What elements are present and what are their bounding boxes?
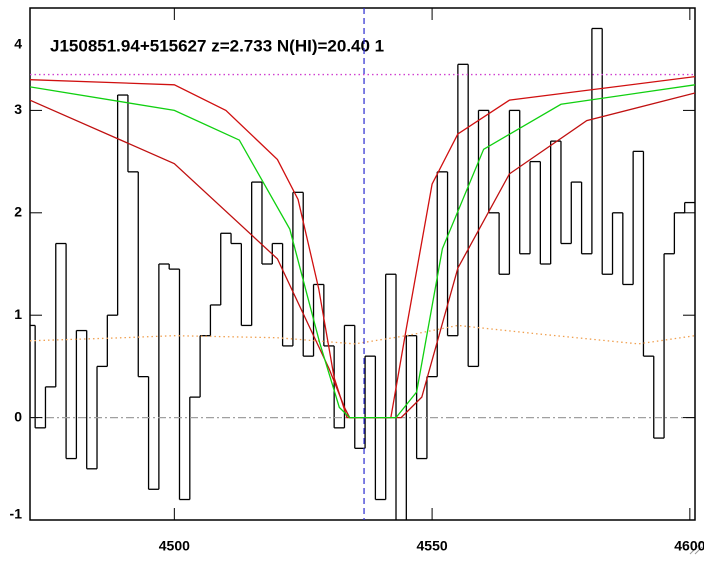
model-line [30,75,695,419]
y-tick-label: 0 [14,408,22,424]
model-line [30,84,695,419]
y-tick-label: 2 [14,204,22,220]
chart-title: J150851.94+515627 z=2.733 N(HI)=20.40 1 [50,36,384,55]
model-line [30,324,695,345]
plot-frame [29,7,696,521]
model-line [30,92,695,419]
x-tick-label: 4600 [674,538,704,554]
y-tick-label: 3 [14,101,22,117]
y-tick-label: 1 [14,306,22,322]
x-tick-label: 4550 [417,538,448,554]
plot-area [30,8,695,520]
x-tick-label: 4500 [159,538,190,554]
y-tick-label: -1 [10,506,23,522]
y-tick-label: 4 [14,36,22,52]
resize-grip [689,541,703,555]
